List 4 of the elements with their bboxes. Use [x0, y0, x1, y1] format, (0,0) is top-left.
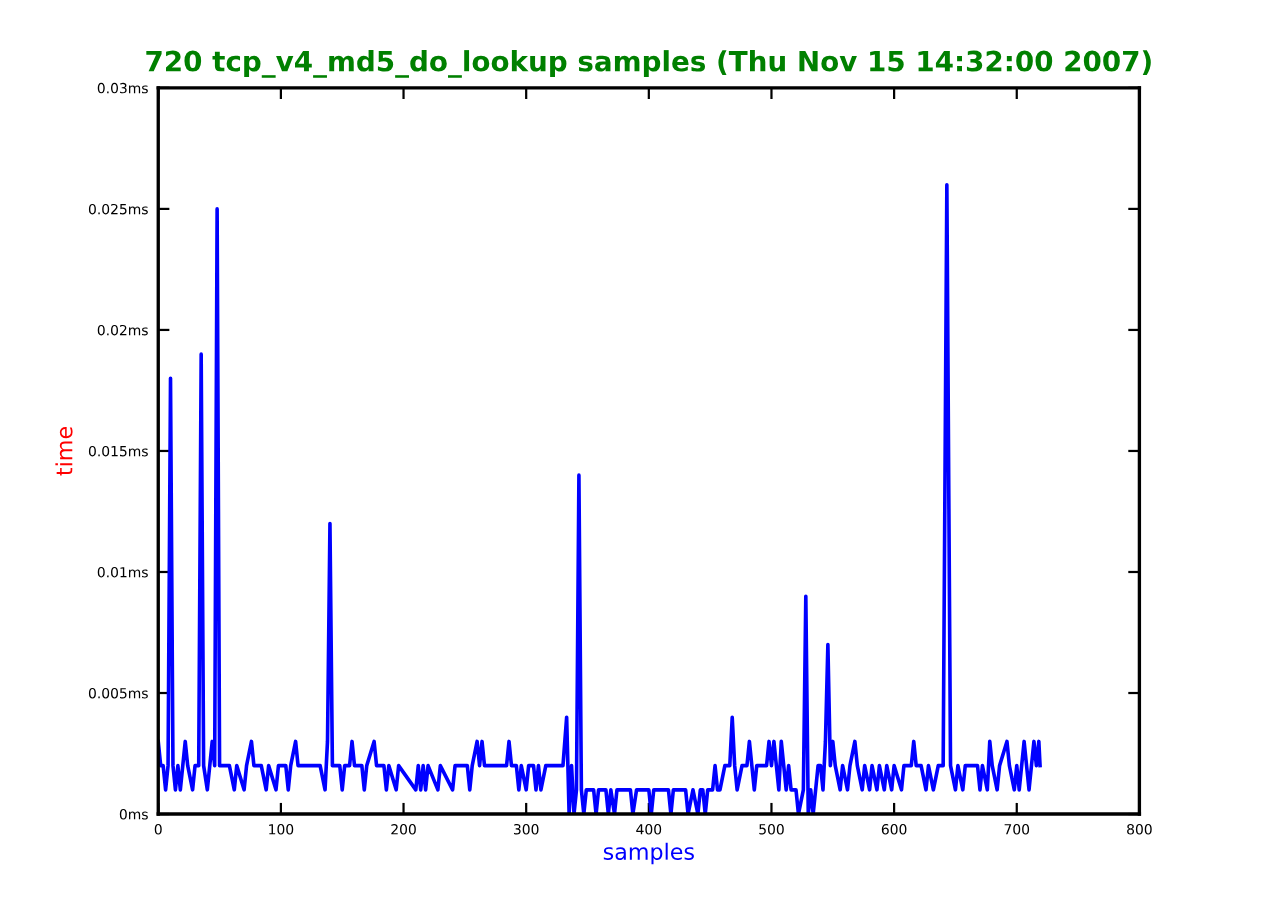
y-axis-title: time: [55, 427, 73, 476]
x-axis-title: samples: [603, 842, 694, 865]
line-series: [158, 182, 1042, 815]
chart-title: 720 tcp_v4_md5_do_lookup samples (Thu Nov 15 14:32:00 2007): [146, 50, 1151, 78]
